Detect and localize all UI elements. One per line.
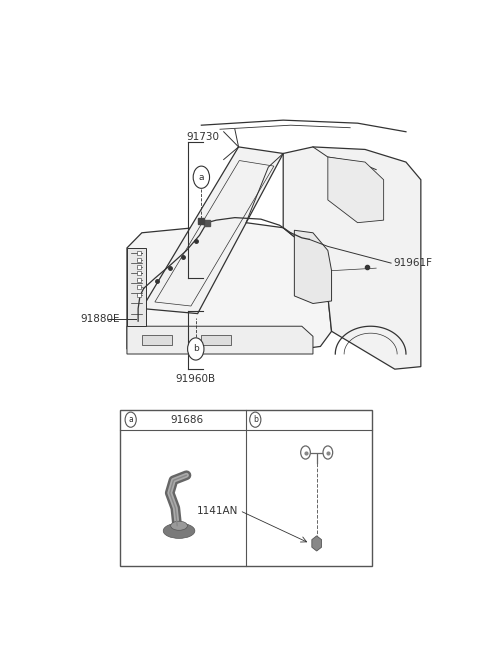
Text: 91880E: 91880E — [81, 314, 120, 323]
Circle shape — [300, 446, 311, 459]
Polygon shape — [202, 335, 231, 346]
Circle shape — [323, 446, 333, 459]
Polygon shape — [127, 222, 332, 349]
Text: a: a — [199, 173, 204, 182]
Text: 91960B: 91960B — [176, 375, 216, 384]
Polygon shape — [283, 147, 421, 369]
Polygon shape — [142, 147, 283, 314]
Circle shape — [188, 338, 204, 360]
Polygon shape — [127, 248, 145, 326]
Text: a: a — [128, 415, 133, 424]
Text: 91730: 91730 — [187, 132, 220, 142]
Circle shape — [125, 412, 136, 427]
Polygon shape — [142, 335, 172, 346]
Bar — [120, 409, 372, 566]
Circle shape — [193, 166, 210, 188]
Polygon shape — [294, 230, 332, 304]
Circle shape — [250, 412, 261, 427]
Text: 1141AN: 1141AN — [197, 506, 239, 516]
Text: b: b — [253, 415, 258, 424]
Text: b: b — [193, 344, 199, 354]
Text: 91686: 91686 — [170, 415, 203, 424]
Polygon shape — [127, 326, 313, 354]
Text: 91961F: 91961F — [393, 258, 432, 268]
Polygon shape — [328, 157, 384, 222]
Ellipse shape — [171, 522, 187, 530]
Ellipse shape — [163, 523, 195, 539]
